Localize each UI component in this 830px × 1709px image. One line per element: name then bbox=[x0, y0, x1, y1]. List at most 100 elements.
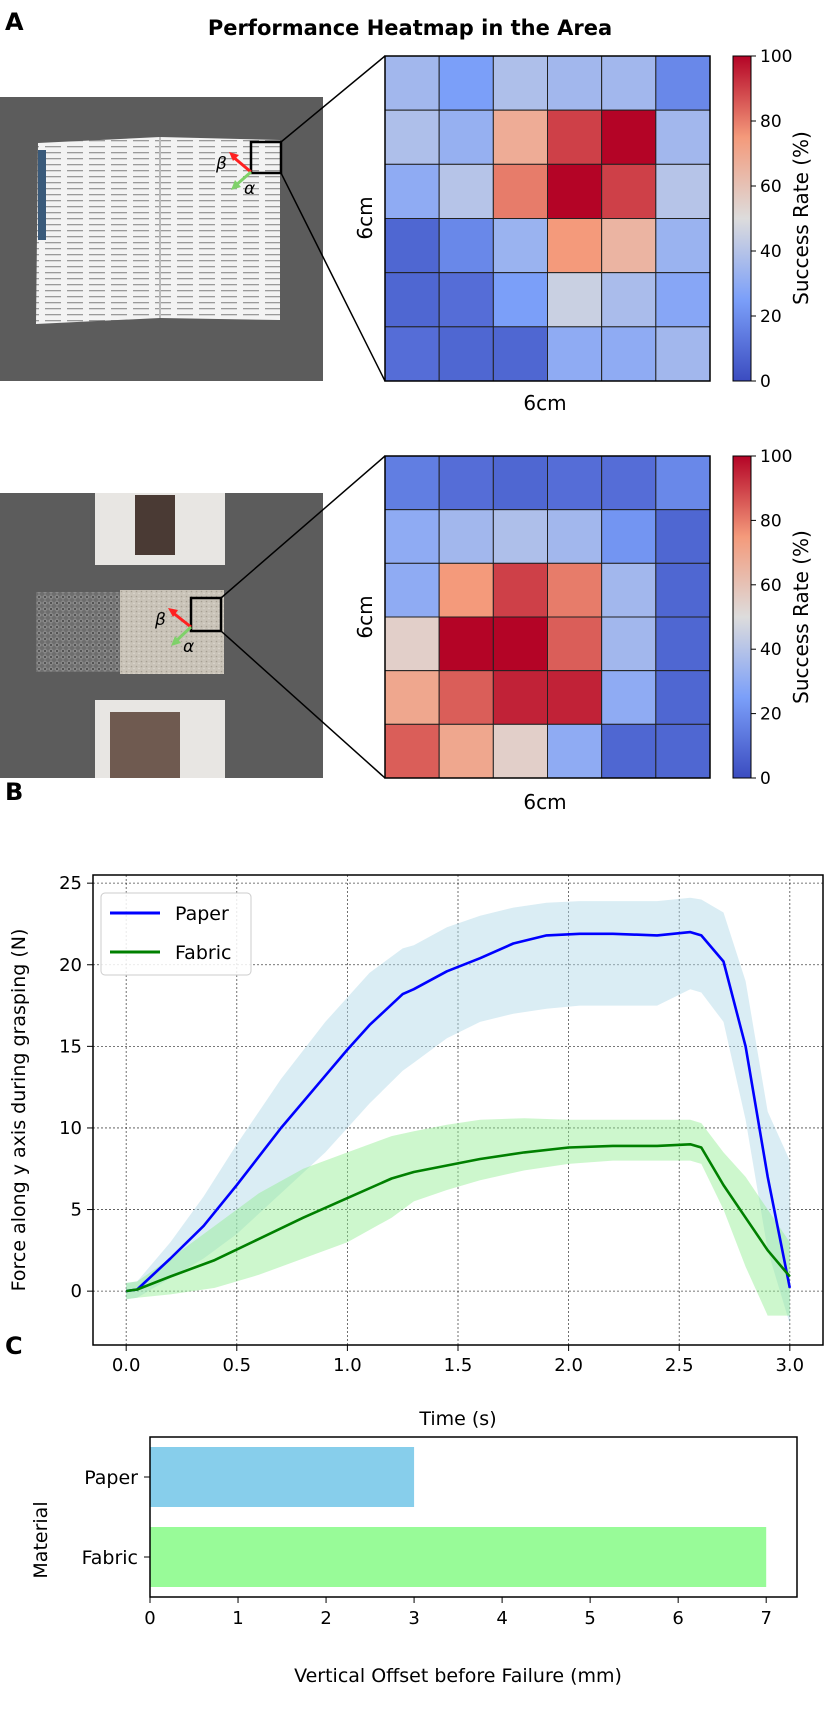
heatmap-paper-cbar-tick-label-80: 80 bbox=[760, 112, 782, 132]
heatmap-paper-cell-r3-c3 bbox=[547, 218, 603, 274]
ytick-label-20: 20 bbox=[59, 955, 82, 976]
heatmap-fabric-cell-r0-c2 bbox=[492, 455, 549, 511]
bar-fabric bbox=[150, 1527, 767, 1587]
heatmap-fabric-cell-r1-c1 bbox=[438, 509, 494, 564]
book-beta-label: β bbox=[215, 154, 227, 174]
heatmap-fabric-xlabel: 6cm bbox=[523, 790, 566, 814]
heatmap-fabric-cell-r1-c3 bbox=[547, 509, 603, 564]
heatmap-fabric-cell-r1-c2 bbox=[492, 509, 549, 564]
heatmap-paper-cell-r4-c0 bbox=[384, 272, 440, 328]
heatmap-fabric-cell-r2-c3 bbox=[547, 562, 603, 618]
heatmap-paper-cell-r5-c5 bbox=[655, 326, 711, 382]
bar-xtick-label-1: 1 bbox=[232, 1608, 243, 1629]
heatmap-paper-cell-r3-c4 bbox=[601, 218, 657, 274]
heatmap-fabric-cell-r5-c5 bbox=[655, 723, 711, 779]
bar-category-label-fabric: Fabric bbox=[82, 1547, 138, 1569]
zoom-line-bottom-1 bbox=[280, 172, 386, 382]
heatmap-paper-cell-r2-c3 bbox=[547, 163, 603, 219]
heatmap-paper-cell-r3-c1 bbox=[438, 218, 494, 274]
heatmap-paper-cbar-tick-label-20: 20 bbox=[760, 307, 782, 327]
heatmap-fabric-cell-r0-c4 bbox=[601, 455, 657, 511]
heatmap-paper-cell-r0-c1 bbox=[438, 55, 494, 111]
legend-paper-label: Paper bbox=[175, 903, 229, 925]
heatmap-paper-cell-r4-c3 bbox=[547, 272, 603, 328]
heatmap-paper-cell-r3-c0 bbox=[384, 218, 440, 274]
heatmap-paper-frame bbox=[384, 55, 711, 382]
band-fabric bbox=[126, 1118, 790, 1316]
heatmap-paper-cell-r1-c3 bbox=[547, 109, 603, 165]
fabric-photo: β α bbox=[0, 493, 323, 778]
heatmap-paper-cell-r5-c0 bbox=[384, 326, 440, 382]
model-figure-top bbox=[135, 495, 175, 555]
heatmap-fabric-cell-r5-c4 bbox=[601, 723, 657, 779]
heatmap-paper-cell-r5-c1 bbox=[438, 326, 494, 382]
heatmap-fabric-cell-r2-c0 bbox=[384, 562, 440, 618]
xtick-label-1.0: 1.0 bbox=[333, 1355, 362, 1376]
heatmap-paper-cell-r0-c4 bbox=[601, 55, 657, 111]
colorbar-fabric-gradient bbox=[732, 455, 752, 779]
offset-bar-chart: Paper Fabric 0 1 2 3 4 5 6 7 bbox=[82, 1436, 798, 1629]
heatmap-fabric-cell-r2-c5 bbox=[655, 562, 711, 618]
heatmap-paper-cell-r4-c4 bbox=[601, 272, 657, 328]
heatmap-fabric-cell-r0-c0 bbox=[384, 455, 440, 511]
xtick-label-3.0: 3.0 bbox=[775, 1355, 804, 1376]
heatmap-fabric-cell-r4-c4 bbox=[601, 670, 657, 725]
book-roi-box bbox=[249, 140, 283, 175]
bar-xtick-label-3: 3 bbox=[408, 1608, 419, 1629]
heatmap-paper-cell-r3-c5 bbox=[655, 218, 711, 274]
heatmap-paper-cbar-tick-label-60: 60 bbox=[760, 177, 782, 197]
line-chart-xlabel: Time (s) bbox=[418, 1408, 496, 1430]
bar-xtick-label-0: 0 bbox=[144, 1608, 155, 1629]
heatmap-fabric-ylabel: 6cm bbox=[353, 595, 377, 638]
heatmap-paper-cell-r0-c3 bbox=[547, 55, 603, 111]
line-chart-ylabel: Force along y axis during grasping (N) bbox=[8, 929, 30, 1292]
heatmap-fabric-cell-r4-c2 bbox=[492, 670, 549, 725]
book-right-page bbox=[160, 137, 280, 320]
zoom-line-top-1 bbox=[280, 55, 386, 143]
heatmap-fabric-cbar-tick-label-80: 80 bbox=[760, 511, 782, 531]
heatmap-paper-cell-r3-c2 bbox=[492, 218, 549, 274]
bar-category-label-paper: Paper bbox=[84, 1467, 138, 1489]
heatmap-paper-cell-r1-c1 bbox=[438, 109, 494, 165]
ytick-label-25: 25 bbox=[59, 873, 82, 894]
heatmap-fabric bbox=[384, 455, 711, 779]
bar-xtick-label-5: 5 bbox=[584, 1608, 595, 1629]
heatmap-fabric-cell-r5-c1 bbox=[438, 723, 494, 779]
colorbar-paper-gradient bbox=[732, 55, 752, 382]
heatmap-paper-cell-r0-c0 bbox=[384, 55, 440, 111]
heatmap-paper-cell-r1-c5 bbox=[655, 109, 711, 165]
line-chart-legend: Paper Fabric bbox=[100, 892, 252, 976]
heatmap-paper-cell-r1-c4 bbox=[601, 109, 657, 165]
colorbar-fabric-label: Success Rate (%) bbox=[789, 530, 813, 704]
ytick-label-0: 0 bbox=[71, 1281, 82, 1302]
heatmap-paper-cell-r1-c0 bbox=[384, 109, 440, 165]
xtick-label-2.5: 2.5 bbox=[665, 1355, 694, 1376]
heatmap-paper-cell-r2-c2 bbox=[492, 163, 549, 219]
heatmap-paper-xlabel: 6cm bbox=[523, 391, 566, 415]
heatmap-paper-cell-r0-c2 bbox=[492, 55, 549, 111]
bar-chart-xlabel: Vertical Offset before Failure (mm) bbox=[294, 1665, 622, 1687]
heatmap-fabric-cell-r5-c0 bbox=[384, 723, 440, 779]
band-paper bbox=[126, 897, 790, 1324]
colorbar-paper: 0 20 40 60 80 100 bbox=[732, 47, 792, 392]
heatmap-fabric-cell-r4-c0 bbox=[384, 670, 440, 725]
heatmap-paper-cell-r1-c2 bbox=[492, 109, 549, 165]
bar-chart-frame bbox=[149, 1436, 798, 1598]
heatmap-fabric-cell-r5-c2 bbox=[492, 723, 549, 779]
panel-label-c: C bbox=[5, 1332, 23, 1360]
heatmap-paper-cell-r2-c5 bbox=[655, 163, 711, 219]
book-left-page bbox=[36, 137, 160, 324]
panel-label-b: B bbox=[5, 778, 23, 806]
heatmap-paper-cell-r2-c1 bbox=[438, 163, 494, 219]
heatmap-fabric-cell-r3-c2 bbox=[492, 616, 549, 672]
heatmap-paper-cell-r5-c4 bbox=[601, 326, 657, 382]
heatmap-paper-cbar-tick-label-0: 0 bbox=[760, 372, 771, 392]
book-photo: β α bbox=[0, 97, 323, 381]
heatmap-paper-cell-r2-c0 bbox=[384, 163, 440, 219]
heatmap-fabric-cbar-tick-label-0: 0 bbox=[760, 769, 771, 789]
bar-xtick-label-7: 7 bbox=[760, 1608, 771, 1629]
fabric-beta-label: β bbox=[154, 610, 166, 630]
colorbar-paper-label: Success Rate (%) bbox=[789, 131, 813, 305]
heatmap-paper-cell-r2-c4 bbox=[601, 163, 657, 219]
